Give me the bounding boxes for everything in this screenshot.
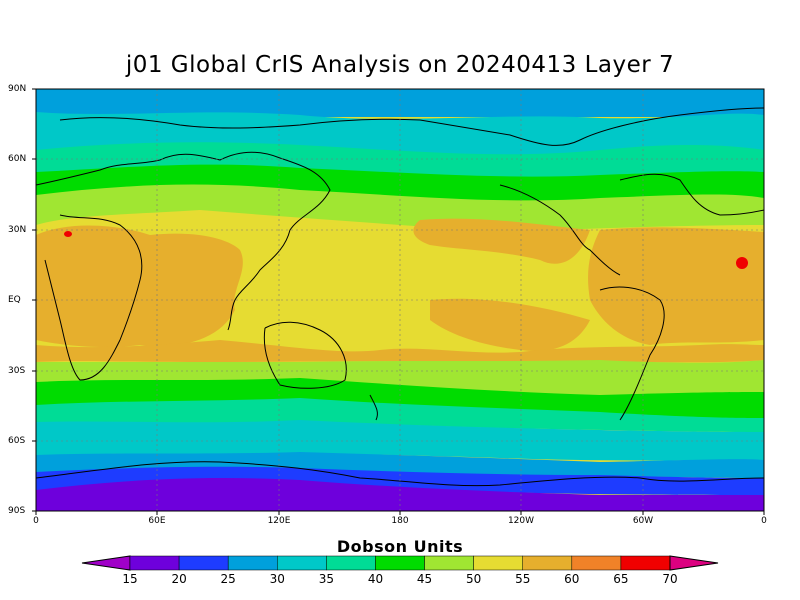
colorbar-segment (227, 555, 278, 571)
colorbar (81, 555, 719, 571)
graticule (36, 89, 764, 511)
band-north-polar (36, 89, 764, 117)
colorbar-tick-label: 40 (367, 572, 384, 586)
colorbar-tick-label: 35 (318, 572, 334, 586)
axis-ticks (32, 88, 765, 515)
x-tick-label: 60W (632, 516, 654, 526)
colorbar-tick-label: 45 (416, 572, 433, 586)
colorbar-segment (326, 555, 376, 571)
y-tick-label: 60N (8, 154, 27, 164)
colorbar-tick-label: 25 (220, 572, 236, 586)
band-north-lime (36, 184, 764, 232)
band-south-orange (36, 340, 764, 363)
x-tick-label: 0 (33, 516, 39, 526)
colorbar-title: Dobson Units (336, 537, 464, 556)
y-tick-label: 90N (8, 84, 27, 94)
colorbar-segment (522, 555, 573, 571)
colorbar-segment (620, 555, 671, 571)
x-tick-label: 180 (391, 516, 409, 526)
colorbar-tick-label: 20 (171, 572, 187, 586)
coastlines (35, 107, 765, 487)
colorbar-segment (571, 555, 622, 571)
y-tick-label: 90S (8, 506, 26, 516)
x-tick-label: 0 (761, 516, 767, 526)
band-tropics-orange-east (588, 227, 764, 345)
colorbar-tick-label: 70 (662, 572, 678, 586)
band-south-lime (36, 360, 764, 398)
colorbar-over-arrow (669, 555, 719, 571)
y-tick-label: 60S (8, 436, 26, 446)
colorbar-tick-label: 60 (564, 572, 580, 586)
colorbar-segment (178, 555, 229, 571)
colorbar-tick-label: 30 (269, 572, 285, 586)
colorbar-tick-label: 15 (122, 572, 138, 586)
colorbar-tick-label: 55 (515, 572, 531, 586)
colorbar-segment (424, 555, 474, 571)
colorbar-tick-label: 65 (613, 572, 629, 586)
y-tick-label: 30N (8, 225, 27, 235)
colorbar-segment (375, 555, 425, 571)
x-tick-label: 60E (148, 516, 166, 526)
y-tick-label: EQ (8, 295, 21, 305)
colorbar-segment (129, 555, 180, 571)
x-tick-label: 120E (267, 516, 291, 526)
colorbar-under-arrow (81, 555, 131, 571)
y-tick-label: 30S (8, 366, 26, 376)
band-tropics-orange-west (36, 225, 243, 348)
ozone-max-africa (64, 231, 72, 237)
x-tick-label: 120W (507, 516, 535, 526)
colorbar-segment (473, 555, 523, 571)
band-tropics-orange-south-pacific (430, 298, 590, 351)
colorbar-segment (277, 555, 327, 571)
map-title: j01 Global CrIS Analysis on 20240413 Lay… (125, 52, 675, 78)
colorbar-tick-label: 50 (465, 572, 482, 586)
ozone-max-atlantic (736, 257, 748, 269)
